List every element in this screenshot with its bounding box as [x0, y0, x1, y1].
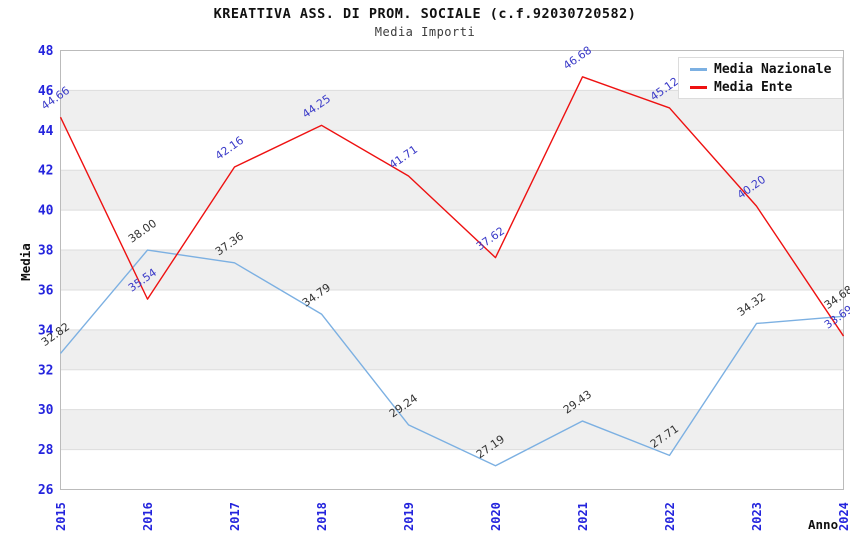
chart-legend: Media Nazionale Media Ente: [678, 57, 843, 99]
legend-item-media-nazionale: Media Nazionale: [690, 61, 842, 77]
y-tick-label: 34: [38, 323, 54, 338]
x-tick-label: 2022: [663, 502, 677, 531]
x-tick-label: 2016: [141, 502, 155, 531]
chart-subtitle: Media Importi: [374, 25, 476, 39]
point-label: 38.00: [126, 217, 159, 246]
y-tick-label: 28: [38, 443, 54, 458]
x-tick-label: 2021: [576, 502, 590, 531]
y-tick-label: 40: [38, 204, 54, 219]
point-label: 37.62: [474, 224, 507, 253]
media-ente-line-swatch-icon: [690, 85, 707, 89]
chart-title: KREATTIVA ASS. DI PROM. SOCIALE (c.f.920…: [213, 6, 637, 22]
legend-label: Media Nazionale: [714, 61, 832, 77]
y-tick-label: 26: [38, 483, 54, 498]
point-label: 41.71: [387, 143, 420, 172]
series-line-media-nazionale: [59, 249, 844, 467]
point-label: 34.32: [735, 290, 768, 319]
x-tick-label: 2020: [489, 502, 503, 531]
y-axis-title: Media: [18, 243, 33, 281]
x-tick-label: 2017: [228, 502, 242, 531]
y-tick-label: 44: [38, 124, 54, 139]
y-tick-label: 38: [38, 244, 54, 259]
x-tick-label: 2024: [837, 502, 850, 531]
plot-band: [60, 409, 844, 450]
y-tick-label: 48: [38, 44, 54, 59]
plot-band: [60, 170, 844, 211]
x-tick-label: 2018: [315, 502, 329, 531]
media-nazionale-line-swatch-icon: [690, 67, 707, 71]
y-tick-label: 42: [38, 164, 54, 179]
y-tick-label: 30: [38, 403, 54, 418]
x-tick-label: 2019: [402, 502, 416, 531]
y-tick-label: 32: [38, 363, 54, 378]
x-tick-label: 2023: [750, 502, 764, 531]
x-tick-label: 2015: [54, 502, 68, 531]
series-line-media-ente: [59, 76, 845, 337]
plot-border: [60, 50, 844, 490]
legend-item-media-ente: Media Ente: [690, 79, 842, 95]
x-axis-title: Anno: [808, 517, 838, 532]
legend-label: Media Ente: [714, 79, 793, 95]
plot-band: [60, 329, 844, 370]
point-label: 42.16: [213, 134, 246, 163]
point-label: 46.68: [561, 44, 594, 73]
y-tick-label: 46: [38, 84, 54, 99]
y-tick-label: 36: [38, 283, 54, 298]
plot-band: [60, 250, 844, 290]
